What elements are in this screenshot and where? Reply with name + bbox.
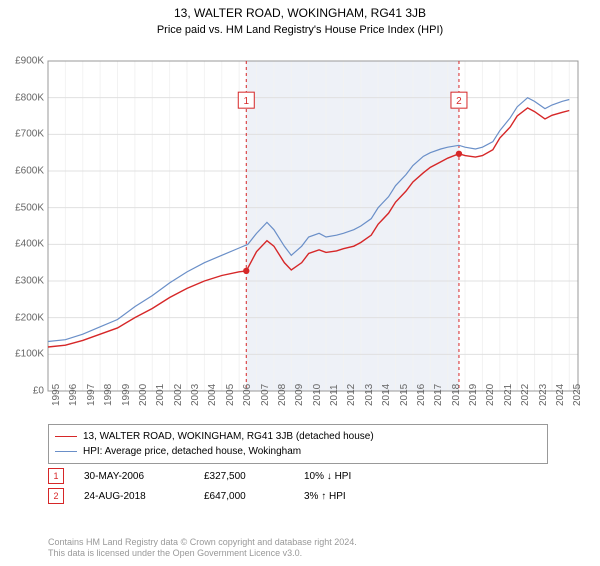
x-axis-tick: 2001 — [155, 384, 166, 406]
y-axis-tick: £500K — [0, 202, 44, 213]
x-axis-tick: 2009 — [294, 384, 305, 406]
x-axis-tick: 2005 — [225, 384, 236, 406]
chart-subtitle: Price paid vs. HM Land Registry's House … — [0, 24, 600, 36]
x-axis-tick: 2004 — [207, 384, 218, 406]
x-axis-tick: 2020 — [485, 384, 496, 406]
x-axis-tick: 2024 — [555, 384, 566, 406]
x-axis-tick: 2013 — [364, 384, 375, 406]
sale-price: £647,000 — [204, 491, 284, 502]
x-axis-tick: 2008 — [277, 384, 288, 406]
x-axis-tick: 2012 — [346, 384, 357, 406]
price-chart: 12 £0£100K£200K£300K£400K£500K£600K£700K… — [48, 61, 578, 391]
x-axis-tick: 1996 — [68, 384, 79, 406]
x-axis-tick: 2021 — [503, 384, 514, 406]
sale-delta: 3% ↑ HPI — [304, 491, 346, 502]
footer-line: This data is licensed under the Open Gov… — [48, 548, 357, 560]
x-axis-tick: 2007 — [260, 384, 271, 406]
legend-item-hpi: HPI: Average price, detached house, Woki… — [55, 444, 541, 459]
svg-text:2: 2 — [456, 96, 462, 107]
y-axis-tick: £900K — [0, 56, 44, 67]
marker-2-icon: 2 — [48, 488, 64, 504]
x-axis-tick: 2014 — [381, 384, 392, 406]
y-axis-tick: £800K — [0, 92, 44, 103]
sale-row: 1 30-MAY-2006 £327,500 10% ↓ HPI — [48, 468, 548, 484]
x-axis-tick: 2023 — [538, 384, 549, 406]
y-axis-tick: £200K — [0, 312, 44, 323]
legend-item-property: 13, WALTER ROAD, WOKINGHAM, RG41 3JB (de… — [55, 429, 541, 444]
y-axis-tick: £700K — [0, 129, 44, 140]
x-axis-tick: 1999 — [121, 384, 132, 406]
x-axis-tick: 1998 — [103, 384, 114, 406]
y-axis-tick: £0 — [0, 386, 44, 397]
x-axis-tick: 2002 — [173, 384, 184, 406]
legend-label: HPI: Average price, detached house, Woki… — [83, 444, 301, 459]
y-axis-tick: £600K — [0, 166, 44, 177]
sale-events: 1 30-MAY-2006 £327,500 10% ↓ HPI 2 24-AU… — [48, 464, 548, 508]
sale-row: 2 24-AUG-2018 £647,000 3% ↑ HPI — [48, 488, 548, 504]
x-axis-tick: 2010 — [312, 384, 323, 406]
x-axis-tick: 2017 — [433, 384, 444, 406]
legend-label: 13, WALTER ROAD, WOKINGHAM, RG41 3JB (de… — [83, 429, 374, 444]
sale-price: £327,500 — [204, 471, 284, 482]
x-axis-tick: 2019 — [468, 384, 479, 406]
footer-line: Contains HM Land Registry data © Crown c… — [48, 537, 357, 549]
chart-legend: 13, WALTER ROAD, WOKINGHAM, RG41 3JB (de… — [48, 424, 548, 464]
x-axis-tick: 2000 — [138, 384, 149, 406]
x-axis-tick: 2006 — [242, 384, 253, 406]
y-axis-tick: £300K — [0, 276, 44, 287]
marker-1-icon: 1 — [48, 468, 64, 484]
x-axis-tick: 2018 — [451, 384, 462, 406]
x-axis-tick: 2003 — [190, 384, 201, 406]
legend-swatch-icon — [55, 451, 77, 452]
y-axis-tick: £400K — [0, 239, 44, 250]
sale-delta: 10% ↓ HPI — [304, 471, 351, 482]
x-axis-tick: 2016 — [416, 384, 427, 406]
x-axis-tick: 1995 — [51, 384, 62, 406]
x-axis-tick: 2022 — [520, 384, 531, 406]
legend-swatch-icon — [55, 436, 77, 437]
x-axis-tick: 2011 — [329, 384, 340, 406]
x-axis-tick: 2025 — [572, 384, 583, 406]
svg-text:1: 1 — [243, 96, 249, 107]
x-axis-tick: 1997 — [86, 384, 97, 406]
chart-title: 13, WALTER ROAD, WOKINGHAM, RG41 3JB — [0, 6, 600, 20]
y-axis-tick: £100K — [0, 349, 44, 360]
sale-date: 30-MAY-2006 — [84, 471, 184, 482]
sale-date: 24-AUG-2018 — [84, 491, 184, 502]
x-axis-tick: 2015 — [399, 384, 410, 406]
license-footer: Contains HM Land Registry data © Crown c… — [48, 537, 357, 560]
